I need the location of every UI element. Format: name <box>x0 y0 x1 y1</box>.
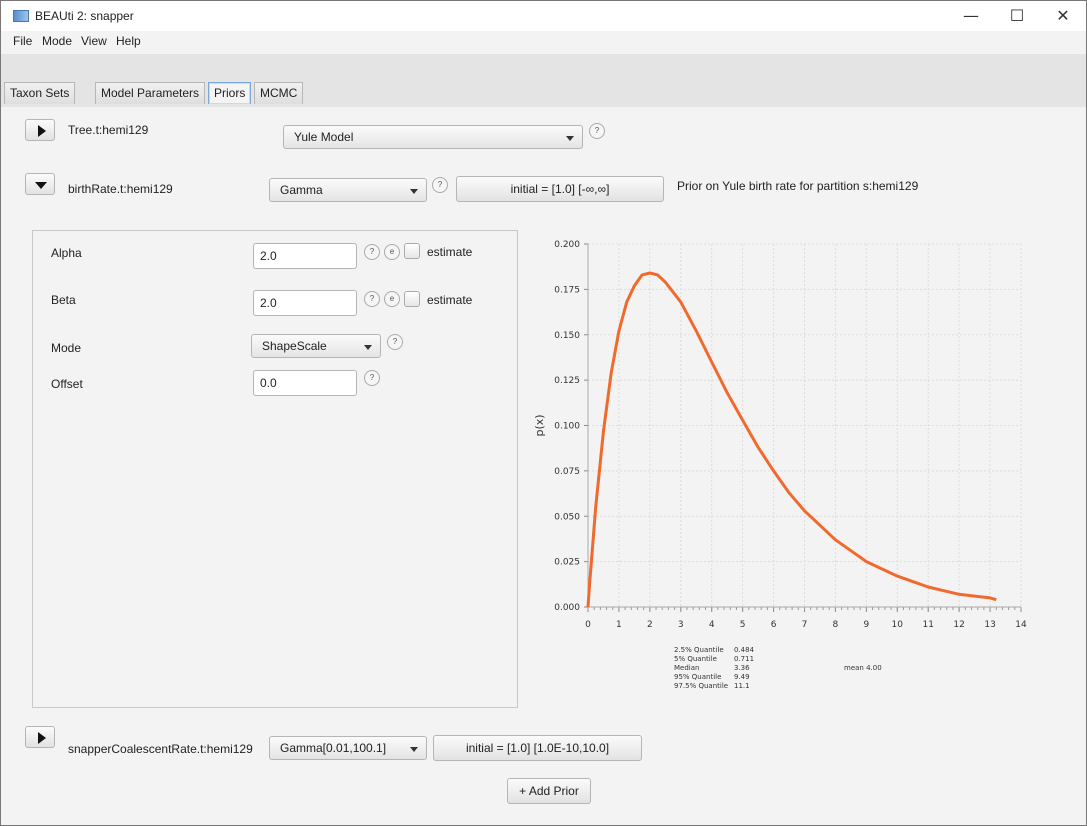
add-prior-button[interactable]: + Add Prior <box>507 778 591 804</box>
maximize-button[interactable]: ☐ <box>1009 6 1025 25</box>
beta-estimate-label: estimate <box>427 293 473 307</box>
close-button[interactable]: ✕ <box>1056 6 1070 25</box>
quantile-label: 5% Quantile <box>674 655 717 663</box>
y-tick-label: 0.175 <box>554 285 580 295</box>
quantile-value: 11.1 <box>734 682 750 690</box>
triangle-right-icon <box>38 732 46 744</box>
y-tick-label: 0.100 <box>554 422 580 432</box>
y-tick-label: 0.200 <box>554 240 580 250</box>
menu-help[interactable]: Help <box>116 34 141 48</box>
tree-prior-combo[interactable]: Yule Model <box>283 125 583 149</box>
gamma-density-chart: 0 1 2 3 4 5 6 7 8 9 10 11 12 13 140.0000.0250.0500.075… <box>533 240 1027 630</box>
beta-label: Beta <box>51 293 76 307</box>
beta-estimate-checkbox[interactable] <box>404 291 420 307</box>
minimize-button[interactable]: — <box>963 6 979 25</box>
birthrate-description: Prior on Yule birth rate for partition s… <box>677 179 919 193</box>
birthrate-prior-label: birthRate.t:hemi129 <box>68 182 173 196</box>
expand-tree-prior-button[interactable] <box>25 119 55 141</box>
tab-mcmc[interactable]: MCMC <box>254 82 304 104</box>
triangle-right-icon <box>38 125 46 137</box>
alpha-label: Alpha <box>51 246 82 260</box>
tree-prior-value: Yule Model <box>294 130 354 144</box>
title-bar: BEAUti 2: snapper — ☐ ✕ <box>1 1 1086 31</box>
help-icon[interactable]: ? <box>364 370 380 386</box>
quantile-value: 0.711 <box>734 655 755 663</box>
quantile-label: 2.5% Quantile <box>674 646 724 654</box>
coalescent-distribution-value: Gamma[0.01,100.1] <box>280 741 387 755</box>
menu-view[interactable]: View <box>81 34 107 48</box>
x-tick-label: 7 <box>802 620 808 630</box>
x-tick-label: 14 <box>1015 620 1027 630</box>
mode-combo[interactable]: ShapeScale <box>251 334 381 358</box>
y-tick-label: 0.125 <box>554 376 580 386</box>
x-tick-label: 3 <box>678 620 684 630</box>
x-tick-label: 9 <box>863 620 869 630</box>
y-tick-label: 0.000 <box>554 603 580 613</box>
beta-input[interactable]: 2.0 <box>253 290 357 316</box>
tab-taxon-sets[interactable]: Taxon Sets <box>4 82 76 104</box>
coalescent-distribution-combo[interactable]: Gamma[0.01,100.1] <box>269 736 427 760</box>
beauti-app-icon <box>13 10 29 22</box>
offset-input[interactable]: 0.0 <box>253 370 357 396</box>
tab-priors[interactable]: Priors <box>208 82 252 104</box>
triangle-down-icon <box>35 182 47 189</box>
help-icon[interactable]: ? <box>589 123 605 139</box>
quantile-label: Median <box>674 664 700 672</box>
menu-mode[interactable]: Mode <box>42 34 73 48</box>
y-tick-label: 0.025 <box>554 558 580 568</box>
coalescent-prior-label: snapperCoalescentRate.t:hemi129 <box>68 742 253 756</box>
y-tick-label: 0.150 <box>554 331 580 341</box>
offset-label: Offset <box>51 377 83 391</box>
alpha-input[interactable]: 2.0 <box>253 243 357 269</box>
density-curve <box>586 271 997 608</box>
x-tick-label: 1 <box>616 620 622 630</box>
quantile-label: 97.5% Quantile <box>674 682 729 690</box>
x-tick-label: 13 <box>984 620 995 630</box>
birthrate-initial-button[interactable]: initial = [1.0] [-∞,∞] <box>456 176 664 202</box>
menu-file[interactable]: File <box>13 34 33 48</box>
y-axis-label: p(x) <box>533 414 546 436</box>
chevron-down-icon <box>410 747 418 752</box>
birthrate-distribution-combo[interactable]: Gamma <box>269 178 427 202</box>
edit-icon[interactable]: e <box>384 291 400 307</box>
edit-icon[interactable]: e <box>384 244 400 260</box>
alpha-estimate-label: estimate <box>427 245 473 259</box>
x-tick-label: 5 <box>740 620 746 630</box>
x-tick-label: 11 <box>922 620 933 630</box>
help-icon[interactable]: ? <box>364 244 380 260</box>
help-icon[interactable]: ? <box>364 291 380 307</box>
quantile-value: 9.49 <box>734 673 750 681</box>
tab-strip: Taxon Sets Model Parameters Priors MCMC <box>1 54 1086 108</box>
help-icon[interactable]: ? <box>432 177 448 193</box>
mean-label: mean 4.00 <box>844 664 882 672</box>
quantile-value: 0.484 <box>734 646 755 654</box>
x-tick-label: 12 <box>953 620 964 630</box>
y-tick-label: 0.050 <box>554 512 580 522</box>
tab-model-parameters[interactable]: Model Parameters <box>95 82 206 104</box>
menu-bar: File Mode View Help <box>1 31 1086 53</box>
y-tick-label: 0.075 <box>554 467 580 477</box>
mode-label: Mode <box>51 341 82 355</box>
chevron-down-icon <box>566 136 574 141</box>
chevron-down-icon <box>410 189 418 194</box>
chevron-down-icon <box>364 345 372 350</box>
coalescent-initial-button[interactable]: initial = [1.0] [1.0E-10,10.0] <box>433 735 642 761</box>
x-tick-label: 6 <box>771 620 777 630</box>
mode-value: ShapeScale <box>262 339 327 353</box>
birthrate-distribution-value: Gamma <box>280 183 323 197</box>
x-tick-label: 0 <box>585 620 591 630</box>
collapse-birthrate-prior-button[interactable] <box>25 173 55 195</box>
x-tick-label: 10 <box>892 620 904 630</box>
alpha-estimate-checkbox[interactable] <box>404 243 420 259</box>
tree-prior-label: Tree.t:hemi129 <box>68 123 149 137</box>
x-tick-label: 8 <box>833 620 839 630</box>
x-tick-label: 2 <box>647 620 653 630</box>
expand-coalescent-prior-button[interactable] <box>25 726 55 748</box>
help-icon[interactable]: ? <box>387 334 403 350</box>
x-tick-label: 4 <box>709 620 715 630</box>
window-title: BEAUti 2: snapper <box>35 9 134 23</box>
quantile-label: 95% Quantile <box>674 673 722 681</box>
quantile-value: 3.36 <box>734 664 750 672</box>
